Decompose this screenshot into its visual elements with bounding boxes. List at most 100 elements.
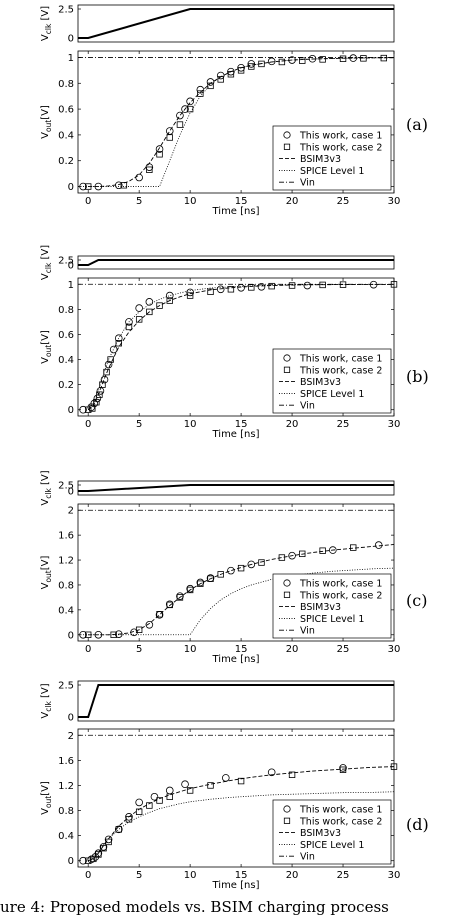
x-axis-label: Time [ns] <box>211 654 259 665</box>
case2-point <box>156 797 163 804</box>
ytick-label: 1.6 <box>58 756 74 767</box>
legend-entry-label: Vin <box>300 401 315 412</box>
case2-point <box>176 594 184 601</box>
case1-point <box>104 360 113 369</box>
case2-point <box>156 611 163 618</box>
case2-point <box>390 763 398 770</box>
case1-point <box>181 780 189 788</box>
bsim3v3-series-line <box>88 544 395 636</box>
case1-point <box>267 768 276 777</box>
case1-point <box>94 182 103 191</box>
clk-ylabel: Vclk [V] <box>40 6 53 41</box>
case2-point <box>288 282 296 289</box>
figure-caption: ure 4: Proposed models vs. BSIM charging… <box>0 898 389 916</box>
case2-point <box>237 564 245 572</box>
case2-point <box>110 631 117 638</box>
ytick-label: 0.8 <box>58 79 74 90</box>
ytick-label: 1.2 <box>58 781 74 792</box>
legend-case1-marker <box>283 579 291 587</box>
ytick-label: 0 <box>68 405 74 416</box>
clk-axes-frame <box>77 680 395 722</box>
xtick-label: 0 <box>85 644 91 655</box>
clk-ytick-label: 0 <box>68 487 74 498</box>
legend-entry-label: This work, case 2 <box>299 816 382 827</box>
case2-point <box>258 60 265 68</box>
out-axes-frame <box>77 503 395 642</box>
ytick-label: 1.6 <box>58 531 74 542</box>
case2-point <box>350 544 357 551</box>
case2-point <box>107 356 114 363</box>
case1-point <box>176 592 184 600</box>
xtick-label: 5 <box>136 196 142 207</box>
panel-label: (c) <box>406 591 427 610</box>
case1-point <box>216 285 225 294</box>
case1-point <box>186 97 194 106</box>
case1-point <box>237 283 245 292</box>
case1-point <box>155 145 164 153</box>
xtick-label: 30 <box>388 644 401 655</box>
clk-ylabel: Vclk [V] <box>40 245 53 280</box>
bsim3v3-series-line <box>88 766 395 862</box>
bsim3v3-series-line <box>87 283 394 411</box>
legend-entry-label: BSIM3v3 <box>300 602 341 613</box>
ytick-label: 0.8 <box>58 305 74 316</box>
case2-point <box>217 571 224 578</box>
case2-point <box>115 826 122 833</box>
ytick-label: 0.6 <box>58 105 74 116</box>
xtick-label: 20 <box>286 419 299 430</box>
ytick-label: 0.4 <box>58 355 74 366</box>
case2-point <box>95 851 102 858</box>
case1-point <box>79 405 87 414</box>
case1-point <box>114 630 123 638</box>
legend-entry-label: Vin <box>300 852 315 863</box>
case2-point <box>186 787 194 794</box>
ytick-label: 1 <box>68 53 74 64</box>
panel-label: (b) <box>406 367 429 386</box>
case2-point <box>237 777 245 785</box>
case1-point <box>114 181 123 190</box>
ytick-label: 1 <box>68 280 74 291</box>
case1-point <box>237 63 245 72</box>
case2-point <box>237 67 245 74</box>
case2-point <box>146 166 153 173</box>
xtick-label: 25 <box>337 196 350 207</box>
xtick-label: 20 <box>286 644 299 655</box>
case1-point <box>227 67 235 76</box>
legend-entry-label: Vin <box>300 178 315 189</box>
clk-ylabel: Vclk [V] <box>40 683 53 718</box>
case1-point <box>216 71 225 80</box>
case2-point <box>339 55 347 62</box>
ytick-label: 2 <box>68 506 74 517</box>
ytick-label: 0.4 <box>58 831 74 842</box>
case1-point <box>94 630 103 639</box>
spice-level1-series-line <box>88 791 395 862</box>
case2-point <box>186 292 194 299</box>
chart-panel-a: 0 2.5 Vclk [V] 0 5 10 15 20 25 30 Time [ns] 0 0.2 0.4… <box>40 5 428 218</box>
out-ylabel: Vout[V] <box>40 330 53 364</box>
x-axis-label: Time [ns] <box>211 206 259 217</box>
case1-point <box>222 774 230 782</box>
case2-point <box>299 550 306 558</box>
legend-entry-label: This work, case 1 <box>299 131 382 142</box>
out-ylabel: Vout[V] <box>40 105 53 139</box>
case1-point <box>303 281 312 290</box>
case1-point <box>257 282 266 291</box>
legend-box <box>272 348 392 414</box>
legend-entry-label: BSIM3v3 <box>300 377 341 388</box>
case2-point <box>125 816 133 823</box>
clk-ytick-label: 2.5 <box>58 481 74 492</box>
legend-case1-marker <box>283 354 291 362</box>
clk-ytick-label: 0 <box>68 261 74 272</box>
legend-entry-label: SPICE Level 1 <box>300 840 364 851</box>
clk-axes-frame <box>77 255 395 270</box>
case2-point <box>166 297 173 304</box>
xtick-label: 0 <box>85 196 91 207</box>
ytick-label: 0.2 <box>58 380 74 391</box>
case2-point <box>207 782 214 789</box>
legend-entry-label: This work, case 1 <box>299 354 382 365</box>
case2-point <box>360 55 367 62</box>
case2-point <box>278 554 286 561</box>
xtick-label: 10 <box>184 419 197 430</box>
xtick-label: 0 <box>85 870 91 881</box>
